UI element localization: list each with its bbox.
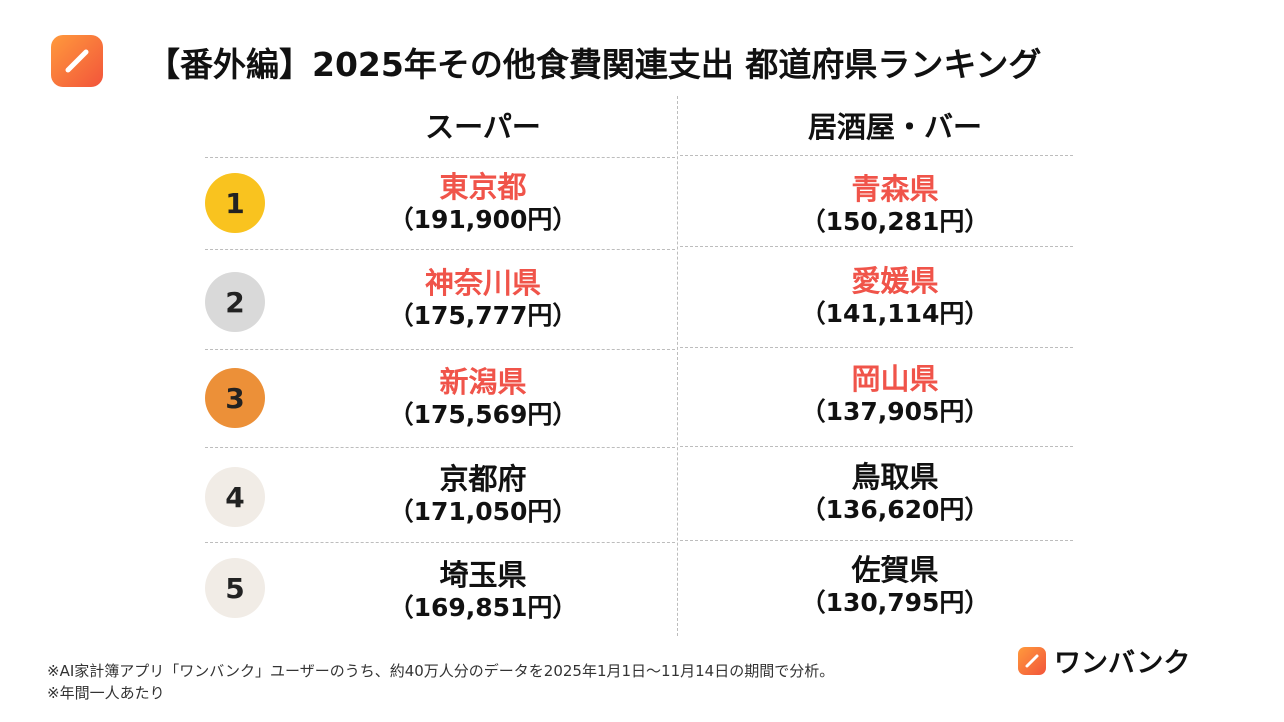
list-item: 新潟県 （175,569円） [323, 365, 643, 431]
list-item: 佐賀県 （130,795円） [735, 553, 1055, 619]
prefecture-name: 神奈川県 [424, 266, 541, 300]
rank-badge-3: 3 [205, 368, 265, 428]
prefecture-name: 京都府 [439, 462, 527, 496]
list-item: 愛媛県 （141,114円） [735, 264, 1055, 330]
column-header-izakaya-bar: 居酒屋・バー [807, 110, 982, 144]
row-divider [680, 246, 1073, 247]
amount: （191,900円） [388, 205, 578, 234]
column-divider [677, 96, 678, 636]
prefecture-name: 埼玉県 [439, 558, 527, 592]
footnote-per-person: ※年間一人あたり [47, 684, 165, 702]
amount: （171,050円） [388, 497, 578, 526]
amount: （130,795円） [800, 588, 990, 617]
prefecture-name: 愛媛県 [851, 264, 939, 298]
row-divider [680, 155, 1073, 156]
prefecture-name: 青森県 [851, 172, 939, 206]
list-item: 京都府 （171,050円） [323, 462, 643, 528]
list-item: 鳥取県 （136,620円） [735, 460, 1055, 526]
rank-badge-4: 4 [205, 467, 265, 527]
list-item: 東京都 （191,900円） [323, 170, 643, 236]
row-divider [680, 540, 1073, 541]
page-title: 【番外編】2025年その他食費関連支出 都道府県ランキング [147, 45, 1042, 84]
list-item: 埼玉県 （169,851円） [323, 558, 643, 624]
prefecture-name: 鳥取県 [851, 460, 939, 494]
rank-badge-1: 1 [205, 173, 265, 233]
row-divider [680, 446, 1073, 447]
brand-name: ワンバンク [1054, 648, 1191, 679]
list-item: 神奈川県 （175,777円） [323, 266, 643, 332]
prefecture-name: 東京都 [439, 170, 527, 204]
amount: （141,114円） [800, 299, 990, 328]
brand-logo: ワンバンク [1018, 641, 1190, 680]
row-divider [205, 447, 675, 448]
amount: （136,620円） [800, 495, 990, 524]
column-header-supermarket: スーパー [425, 110, 541, 144]
list-item: 岡山県 （137,905円） [735, 362, 1055, 428]
amount: （169,851円） [388, 593, 578, 622]
amount: （150,281円） [800, 207, 990, 236]
prefecture-name: 岡山県 [851, 362, 939, 396]
pencil-icon [1018, 646, 1046, 675]
amount: （175,569円） [388, 400, 578, 429]
app-logo [51, 35, 103, 87]
row-divider [205, 542, 675, 543]
footnote-source: ※AI家計簿アプリ「ワンバンク」ユーザーのうち、約40万人分のデータを2025年… [47, 662, 835, 680]
list-item: 青森県 （150,281円） [735, 172, 1055, 238]
amount: （137,905円） [800, 397, 990, 426]
prefecture-name: 新潟県 [439, 365, 527, 399]
row-divider [205, 249, 675, 250]
prefecture-name: 佐賀県 [851, 553, 939, 587]
rank-badge-5: 5 [205, 558, 265, 618]
row-divider [205, 157, 675, 158]
rank-badge-2: 2 [205, 272, 265, 332]
row-divider [205, 349, 675, 350]
amount: （175,777円） [388, 301, 578, 330]
row-divider [680, 347, 1073, 348]
pencil-icon [65, 49, 89, 73]
